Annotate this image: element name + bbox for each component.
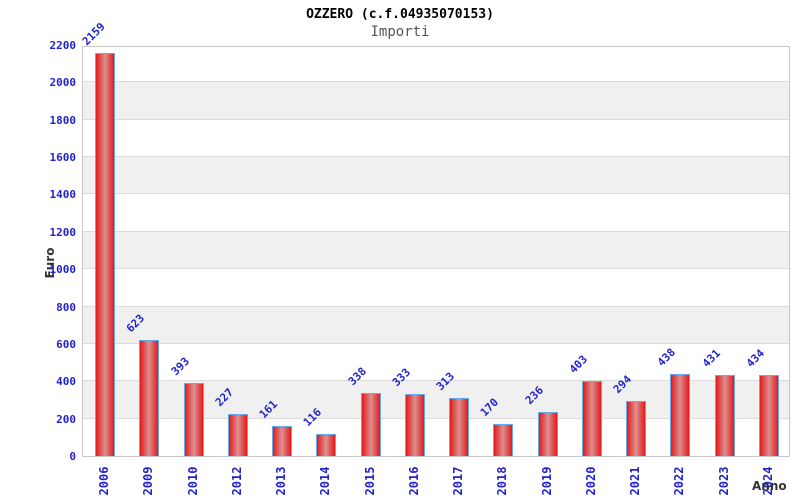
y-tick-label: 1000 [49, 263, 77, 277]
y-tick-label: 400 [56, 375, 76, 389]
bar-2012 [227, 413, 248, 456]
bar-2023 [714, 375, 735, 456]
x-tick-label-2006: 2006 [97, 466, 112, 496]
x-tick-label-2019: 2019 [539, 466, 554, 496]
x-tick-label-2017: 2017 [451, 466, 466, 496]
plot-band [83, 269, 789, 306]
x-tick-label-2009: 2009 [141, 466, 156, 496]
x-tick-label-2014: 2014 [318, 466, 333, 496]
x-tick-label-2016: 2016 [406, 466, 421, 496]
bar-2020 [581, 380, 602, 456]
x-tick-label-2018: 2018 [495, 466, 510, 496]
gridline [83, 118, 789, 120]
y-tick-label: 2200 [49, 39, 77, 52]
gridline [83, 342, 789, 344]
gridline [83, 417, 789, 419]
gridline [83, 380, 789, 382]
bar-2015 [360, 392, 381, 456]
x-tick-label-2023: 2023 [716, 466, 731, 496]
gridline [83, 230, 789, 232]
plot-band [83, 231, 789, 270]
plot-band [83, 82, 789, 120]
gridline [83, 268, 789, 270]
y-tick-label: 0 [69, 450, 76, 463]
chart-subtitle: Importi [370, 24, 430, 40]
bar-2014 [316, 434, 337, 456]
x-tick-label-2020: 2020 [583, 466, 598, 496]
y-tick-label: 800 [56, 300, 76, 314]
y-tick-label: 1800 [49, 113, 77, 127]
y-tick-label: 2000 [49, 76, 77, 90]
y-tick-label: 1600 [49, 151, 77, 165]
gridline [83, 156, 789, 158]
x-tick-label-2010: 2010 [185, 466, 200, 496]
y-tick-label: 1200 [49, 225, 77, 239]
plot-band [83, 120, 789, 157]
x-tick-label-2021: 2021 [628, 466, 643, 496]
x-tick-label-2015: 2015 [362, 466, 377, 496]
x-tick-label-2013: 2013 [274, 466, 289, 496]
bar-2022 [670, 374, 691, 456]
gridline [83, 305, 789, 307]
bar-2013 [272, 425, 293, 456]
bar-2016 [404, 393, 425, 456]
bar-2009 [139, 339, 160, 456]
bar-2024 [758, 374, 779, 456]
y-tick-label: 600 [56, 337, 76, 351]
y-tick-label: 200 [56, 412, 76, 426]
gridline [83, 81, 789, 83]
x-tick-label-2012: 2012 [229, 466, 244, 496]
chart-title: OZZERO (c.f.04935070153) [306, 7, 494, 22]
bar-2018 [493, 424, 514, 456]
bar-2021 [626, 401, 647, 456]
bar-2006 [95, 52, 116, 456]
bar-2010 [183, 382, 204, 456]
plot-area: 2159 623 393 227 161 116 338 333 313 170 236 403 294… [80, 20, 790, 457]
plot-band [83, 306, 789, 344]
bar-2019 [537, 411, 558, 456]
x-tick-label-2022: 2022 [672, 466, 687, 496]
plot-band [83, 194, 789, 231]
gridline [83, 193, 789, 195]
x-axis-title: Anno [752, 479, 787, 493]
plot-band [83, 45, 789, 82]
plot-band [83, 157, 789, 195]
y-tick-label: 1400 [49, 188, 77, 202]
bar-2017 [449, 397, 470, 456]
